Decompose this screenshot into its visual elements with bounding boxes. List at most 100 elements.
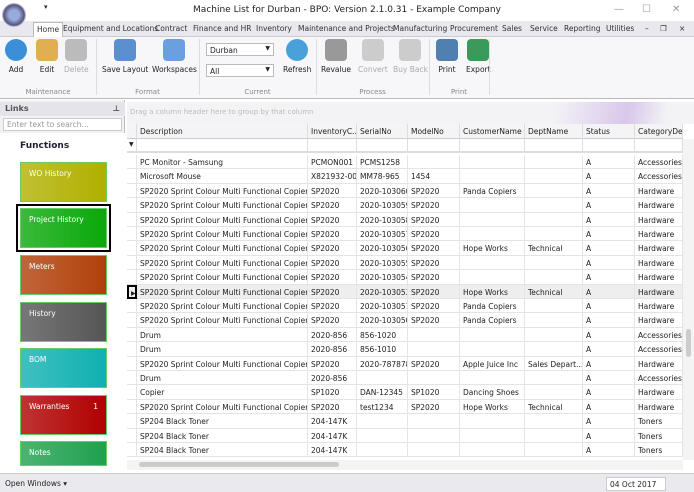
row-indicator[interactable] [127, 299, 137, 314]
cell-categorydesc[interactable]: Hardware [635, 270, 683, 285]
cell-inventoryc[interactable]: 2020-856 [308, 342, 357, 357]
cell-description[interactable]: SP2020 Sprint Colour Multi Functional Co… [137, 399, 308, 415]
buy-back-button[interactable]: Buy Back [393, 39, 428, 74]
row-indicator[interactable] [127, 227, 137, 242]
cell-serialno[interactable] [357, 414, 408, 429]
cell-customername[interactable]: Dancing Shoes [460, 385, 525, 400]
cell-customername[interactable] [460, 227, 525, 242]
cell-serialno[interactable]: 2020-103053 [357, 284, 408, 299]
cell-inventoryc[interactable]: SP2020 [308, 399, 357, 415]
export-button[interactable]: Export [466, 39, 491, 74]
column-header-serialno[interactable]: SerialNo [357, 124, 408, 139]
cell-description[interactable]: SP2020 Sprint Colour Multi Functional Co… [137, 270, 308, 285]
cell-description[interactable]: Microsoft Mouse [137, 169, 308, 184]
cell-inventoryc[interactable]: SP2020 [308, 183, 357, 199]
cell-inventoryc[interactable]: X821932-002 [308, 169, 357, 184]
column-header-categorydesc[interactable]: CategoryDesc [635, 124, 683, 139]
cell-modelno[interactable]: SP2020 [408, 313, 460, 328]
cell-customername[interactable] [460, 169, 525, 184]
cell-inventoryc[interactable]: 2020-856 [308, 327, 357, 343]
cell-categorydesc[interactable]: Hardware [635, 313, 683, 328]
row-indicator[interactable] [127, 371, 137, 386]
cell-deptname[interactable]: Technical [525, 284, 583, 299]
cell-status[interactable]: A [583, 385, 635, 400]
cell-modelno[interactable] [408, 414, 460, 429]
column-header-status[interactable]: Status [583, 124, 635, 139]
filter-cell[interactable] [408, 139, 460, 153]
cell-status[interactable]: A [583, 399, 635, 415]
cell-deptname[interactable] [525, 212, 583, 227]
cell-customername[interactable] [460, 342, 525, 357]
tab-contract[interactable]: Contract [155, 24, 188, 33]
cell-description[interactable]: PC Monitor - Samsung [137, 155, 308, 170]
cell-description[interactable]: SP204 Black Toner [137, 443, 308, 458]
cell-categorydesc[interactable]: Hardware [635, 356, 683, 371]
row-indicator[interactable] [127, 399, 137, 415]
cell-inventoryc[interactable]: SP2020 [308, 241, 357, 256]
cell-categorydesc[interactable]: Hardware [635, 284, 683, 299]
cell-deptname[interactable] [525, 327, 583, 343]
cell-deptname[interactable] [525, 443, 583, 458]
cell-modelno[interactable] [408, 371, 460, 386]
cell-deptname[interactable] [525, 255, 583, 271]
cell-deptname[interactable] [525, 183, 583, 199]
filter-cell[interactable] [137, 139, 308, 153]
tab-manufacturing[interactable]: Manufacturing [393, 24, 448, 33]
cell-customername[interactable] [460, 270, 525, 285]
cell-modelno[interactable] [408, 443, 460, 458]
row-indicator[interactable] [127, 255, 137, 271]
cell-serialno[interactable]: 2020-103058 [357, 212, 408, 227]
cell-status[interactable]: A [583, 284, 635, 299]
cell-customername[interactable] [460, 212, 525, 227]
row-indicator[interactable] [127, 414, 137, 429]
row-indicator[interactable] [127, 212, 137, 227]
cell-status[interactable]: A [583, 270, 635, 285]
cell-deptname[interactable] [525, 155, 583, 170]
cell-description[interactable]: SP2020 Sprint Colour Multi Functional Co… [137, 255, 308, 271]
function-tile-wo-history[interactable]: WO History [20, 162, 107, 202]
cell-customername[interactable]: Panda Copiers [460, 183, 525, 199]
row-indicator[interactable] [127, 443, 137, 458]
cell-modelno[interactable]: SP2020 [408, 227, 460, 242]
cell-categorydesc[interactable]: Accessories [635, 371, 683, 386]
current-row-arrow-icon[interactable]: ▶ [127, 284, 137, 299]
row-indicator[interactable] [127, 327, 137, 343]
cell-serialno[interactable]: 2020-103050 [357, 313, 408, 328]
cell-categorydesc[interactable]: Toners [635, 428, 683, 443]
cell-status[interactable]: A [583, 255, 635, 271]
cell-inventoryc[interactable]: SP2020 [308, 284, 357, 299]
tab-equipment-and-locations[interactable]: Equipment and Locations [63, 24, 159, 33]
cell-deptname[interactable]: Technical [525, 399, 583, 415]
row-indicator[interactable] [127, 356, 137, 371]
app-logo-icon[interactable] [2, 3, 26, 27]
cell-categorydesc[interactable]: Hardware [635, 212, 683, 227]
cell-categorydesc[interactable]: Hardware [635, 385, 683, 400]
column-header-description[interactable]: Description [137, 124, 308, 139]
cell-categorydesc[interactable]: Accessories [635, 342, 683, 357]
cell-status[interactable]: A [583, 183, 635, 199]
cell-categorydesc[interactable]: Toners [635, 443, 683, 458]
row-indicator[interactable] [127, 198, 137, 213]
cell-customername[interactable] [460, 327, 525, 343]
cell-modelno[interactable]: SP2020 [408, 399, 460, 415]
function-tile-notes[interactable]: Notes [20, 441, 107, 466]
cell-categorydesc[interactable]: Toners [635, 414, 683, 429]
tab-procurement[interactable]: Procurement [450, 24, 498, 33]
cell-modelno[interactable]: SP2020 [408, 212, 460, 227]
cell-description[interactable]: Drum [137, 371, 308, 386]
edit-button[interactable]: Edit [36, 39, 58, 74]
tab-service[interactable]: Service [530, 24, 558, 33]
tab-reporting[interactable]: Reporting [564, 24, 601, 33]
cell-modelno[interactable]: 1454 [408, 169, 460, 184]
maximize-button[interactable]: ☐ [642, 4, 651, 15]
cell-description[interactable]: SP2020 Sprint Colour Multi Functional Co… [137, 299, 308, 314]
tab-utilities[interactable]: Utilities [606, 24, 635, 33]
cell-categorydesc[interactable]: Accessories [635, 327, 683, 343]
row-indicator[interactable] [127, 183, 137, 199]
cell-serialno[interactable]: 2020-103057 [357, 227, 408, 242]
pin-icon[interactable]: ⊥ [112, 104, 120, 113]
column-header-deptname[interactable]: DeptName [525, 124, 583, 139]
horizontal-scrollbar[interactable] [127, 460, 683, 470]
cell-status[interactable]: A [583, 212, 635, 227]
function-tile-project-history[interactable]: Project History [16, 204, 111, 252]
